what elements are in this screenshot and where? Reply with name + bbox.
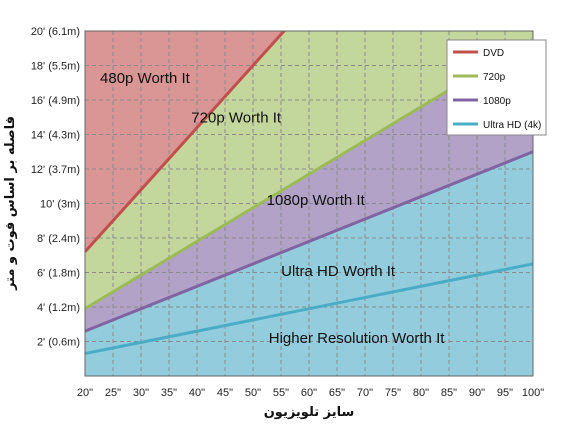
x-tick-label: 60" <box>301 387 317 399</box>
plot-frame <box>84 30 534 377</box>
y-tick-label: 10' (3m) <box>40 199 80 211</box>
region-label-1080p-worth-it: 1080p Worth It <box>267 192 366 209</box>
x-tick-label: 100" <box>522 387 544 399</box>
y-tick-label: 12' (3.7m) <box>31 164 80 176</box>
region-label-higher-resolution-worth-it: Higher Resolution Worth It <box>269 330 445 347</box>
x-tick-label: 80" <box>413 387 429 399</box>
x-tick-label: 50" <box>245 387 261 399</box>
y-tick-label: 8' (2.4m) <box>37 233 80 245</box>
x-tick-label: 25" <box>105 387 121 399</box>
x-tick-label: 95" <box>497 387 513 399</box>
legend-label-720p: 720p <box>483 72 506 83</box>
x-tick-label: 45" <box>217 387 233 399</box>
y-tick-label: 20' (6.1m) <box>31 26 80 38</box>
x-tick-label: 90" <box>469 387 485 399</box>
y-tick-label: 4' (1.2m) <box>37 302 80 314</box>
region-label-ultra-hd-worth-it: Ultra HD Worth It <box>281 263 396 280</box>
x-tick-label: 85" <box>441 387 457 399</box>
x-tick-label: 70" <box>357 387 373 399</box>
y-axis-ticks: 2' (0.6m) 4' (1.2m) 6' (1.8m) 8' (2.4m) 10' … <box>31 26 80 349</box>
y-tick-label: 6' (1.8m) <box>37 268 80 280</box>
series-line-1080p <box>85 150 533 333</box>
legend-label-dvd: DVD <box>483 48 504 59</box>
y-tick-label: 14' (4.3m) <box>31 130 80 142</box>
y-tick-label: 18' (5.5m) <box>31 61 80 73</box>
series-line-dvd <box>85 31 287 253</box>
x-tick-label: 75" <box>385 387 401 399</box>
y-tick-label: 2' (0.6m) <box>37 337 80 349</box>
x-tick-label: 65" <box>329 387 345 399</box>
region-label-720p-worth-it: 720p Worth It <box>191 109 282 126</box>
x-tick-label: 55" <box>273 387 289 399</box>
legend-label-1080p: 1080p <box>483 96 511 107</box>
x-tick-label: 20" <box>77 387 93 399</box>
legend: DVD 720p 1080p Ultra HD (4k) <box>446 39 547 136</box>
legend-label-ultra-hd-4k: Ultra HD (4k) <box>483 120 541 131</box>
x-axis-ticks: 20" 25" 30" 35" 40" 45" 50" 55" 60" 65" 70" 75" 80" 8… <box>77 387 544 399</box>
x-tick-label: 35" <box>161 387 177 399</box>
legend-box <box>446 39 547 136</box>
region-labels: 480p Worth It 720p Worth It 1080p Worth It… <box>100 70 445 347</box>
y-axis-title: فاصله بر اساس فوت و متر <box>3 116 18 291</box>
region-label-480p-worth-it: 480p Worth It <box>100 70 191 87</box>
series-line-ultra-hd-4k <box>85 262 533 356</box>
y-tick-label: 16' (4.9m) <box>31 95 80 107</box>
x-tick-label: 30" <box>133 387 149 399</box>
x-axis-title: سایز تلویزیون <box>264 405 355 420</box>
x-tick-label: 40" <box>189 387 205 399</box>
legend-items: DVD 720p 1080p Ultra HD (4k) <box>453 48 541 131</box>
